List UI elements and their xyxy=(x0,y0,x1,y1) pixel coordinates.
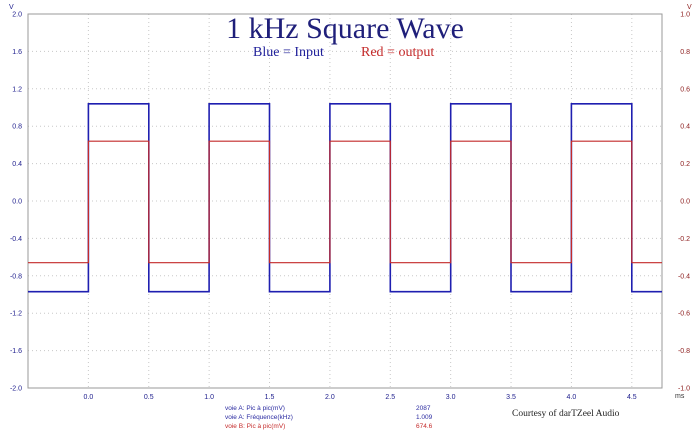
measurement-label-a-freq: voie A: Fréquence(kHz) xyxy=(225,414,293,421)
y-right-tick-label: 0.8 xyxy=(680,49,690,56)
legend-output: Red = output xyxy=(361,45,434,60)
y-left-tick-label: -1.2 xyxy=(10,311,22,318)
x-tick-label: 0.0 xyxy=(84,394,94,401)
x-tick-label: 1.0 xyxy=(204,394,214,401)
chart-title: 1 kHz Square Wave xyxy=(226,12,464,45)
x-tick-label: 3.5 xyxy=(506,394,516,401)
y-right-tick-label: 0.2 xyxy=(680,161,690,168)
x-axis-unit: ms xyxy=(675,393,685,400)
measurement-value-b-pp: 674.6 xyxy=(416,423,433,430)
y-left-tick-label: -0.4 xyxy=(10,236,22,243)
legend-input: Blue = Input xyxy=(253,45,324,60)
x-tick-label: 2.5 xyxy=(385,394,395,401)
y-left-tick-label: 0.4 xyxy=(12,161,22,168)
traces xyxy=(28,103,662,293)
y-left-unit: V xyxy=(9,4,14,11)
x-tick-label: 2.0 xyxy=(325,394,335,401)
y-left-tick-label: 1.6 xyxy=(12,49,22,56)
grid xyxy=(28,14,662,388)
x-tick-label: 0.5 xyxy=(144,394,154,401)
measurement-label-b-pp: voie B: Pic à pic(mV) xyxy=(225,423,285,430)
y-left-tick-label: -2.0 xyxy=(10,386,22,393)
y-right-tick-label: -0.4 xyxy=(678,273,690,280)
tick-labels: 2.0 1.6 1.2 0.8 0.4 0.0 -0.4 -0.8 -1.2 -1.6 -2.0 1.… xyxy=(10,12,690,402)
plot-frame xyxy=(27,13,663,389)
x-tick-label: 4.0 xyxy=(567,394,577,401)
y-right-tick-label: 1.0 xyxy=(680,12,690,19)
y-left-tick-label: -0.8 xyxy=(10,273,22,280)
y-left-tick-label: -1.6 xyxy=(10,348,22,355)
credit-text: Courtesy of darTZeel Audio xyxy=(512,408,620,419)
x-tick-label: 1.5 xyxy=(265,394,275,401)
measurement-value-a-pp: 2087 xyxy=(416,405,431,412)
y-left-tick-label: 0.8 xyxy=(12,124,22,131)
y-right-tick-label: -0.6 xyxy=(678,311,690,318)
y-right-tick-label: 0.4 xyxy=(680,124,690,131)
y-right-unit: V xyxy=(687,4,692,11)
x-tick-label: 3.0 xyxy=(446,394,456,401)
y-right-tick-label: 0.0 xyxy=(680,199,690,206)
y-right-tick-label: -0.8 xyxy=(678,348,690,355)
output-trace xyxy=(28,140,662,264)
y-right-tick-label: 0.6 xyxy=(680,86,690,93)
measurement-value-a-freq: 1.009 xyxy=(416,414,433,421)
y-left-tick-label: 0.0 xyxy=(12,199,22,206)
measurement-label-a-pp: voie A: Pic à pic(mV) xyxy=(225,405,285,412)
x-tick-label: 4.5 xyxy=(627,394,637,401)
measurement-panel: voie A: Pic à pic(mV) voie A: Fréquence(… xyxy=(225,405,433,430)
y-right-tick-label: -1.0 xyxy=(678,386,690,393)
input-trace xyxy=(28,103,662,293)
y-left-tick-label: 2.0 xyxy=(12,12,22,19)
y-left-tick-label: 1.2 xyxy=(12,86,22,93)
y-right-tick-label: -0.2 xyxy=(678,236,690,243)
